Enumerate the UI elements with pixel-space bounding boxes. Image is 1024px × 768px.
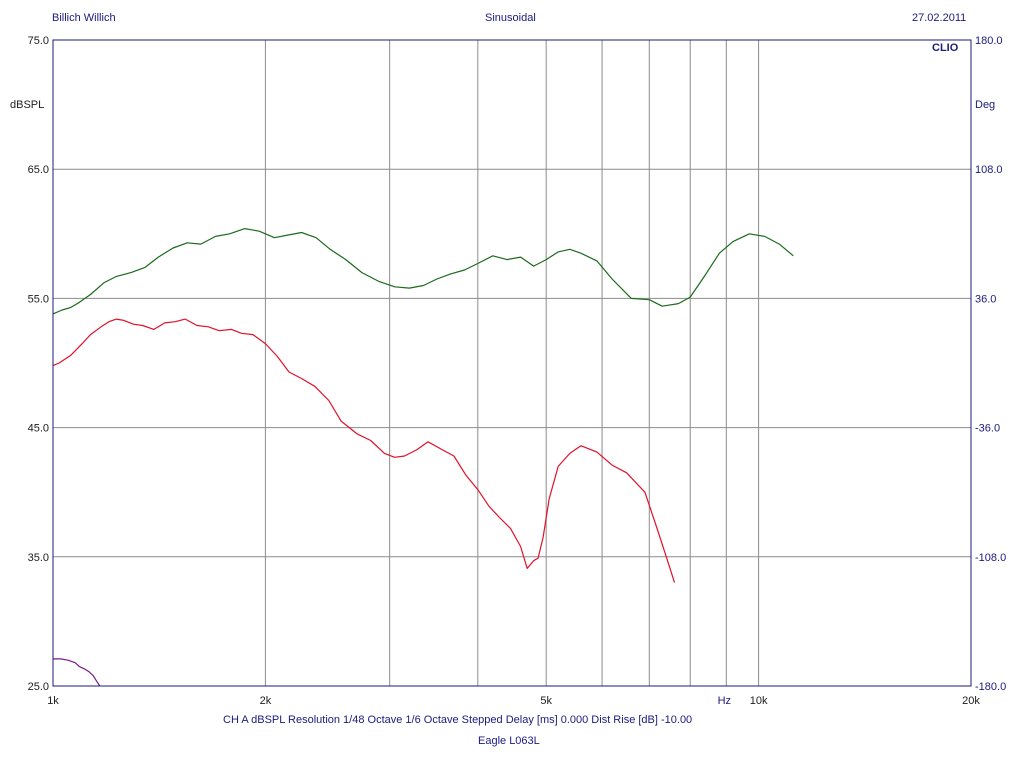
- header-center: Sinusoidal: [485, 12, 536, 24]
- clio-logo: CLIO: [932, 42, 959, 54]
- x-tick-label: 1k: [47, 695, 59, 707]
- y2-tick-label: 180.0: [975, 35, 1003, 47]
- series-line-1: [52, 318, 676, 583]
- series-line-3: [53, 658, 101, 687]
- header-date: 27.02.2011: [912, 12, 967, 24]
- y-axis-unit-label: dBSPL: [10, 99, 45, 111]
- measurement-settings: CH A dBSPL Resolution 1/48 Octave 1/6 Oc…: [223, 714, 693, 726]
- plot-frame: [52, 39, 972, 687]
- y2-tick-label: 36.0: [975, 293, 996, 305]
- grid: [53, 40, 971, 686]
- y2-tick-label: -36.0: [975, 423, 1000, 435]
- y2-tick-label: -108.0: [975, 552, 1006, 564]
- y2-tick-label: 108.0: [975, 164, 1003, 176]
- y2-tick-label: -180.0: [975, 681, 1006, 693]
- series-line-2: [52, 228, 794, 315]
- y-tick-label: 25.0: [28, 681, 49, 693]
- device-name: Eagle L063L: [478, 735, 540, 747]
- y-tick-label: 75.0: [28, 35, 49, 47]
- y2-axis-unit-label: Deg: [975, 99, 996, 111]
- x-tick-label: 5k: [540, 695, 552, 707]
- x-tick-label: 20k: [962, 695, 980, 707]
- y-tick-label: 45.0: [28, 423, 49, 435]
- y-tick-label: 55.0: [28, 293, 49, 305]
- x-tick-label: 2k: [260, 695, 272, 707]
- header-left: Billich Willich: [52, 12, 116, 24]
- y-tick-label: 35.0: [28, 552, 49, 564]
- x-axis-unit-label: Hz: [718, 695, 731, 707]
- series-group: [52, 228, 794, 687]
- tick-labels: 75.0 65.0 55.0 45.0 35.0 25.0 180.0 108.0 36.0 -3…: [28, 35, 1007, 707]
- x-tick-label: 10k: [750, 695, 768, 707]
- y-tick-label: 65.0: [28, 164, 49, 176]
